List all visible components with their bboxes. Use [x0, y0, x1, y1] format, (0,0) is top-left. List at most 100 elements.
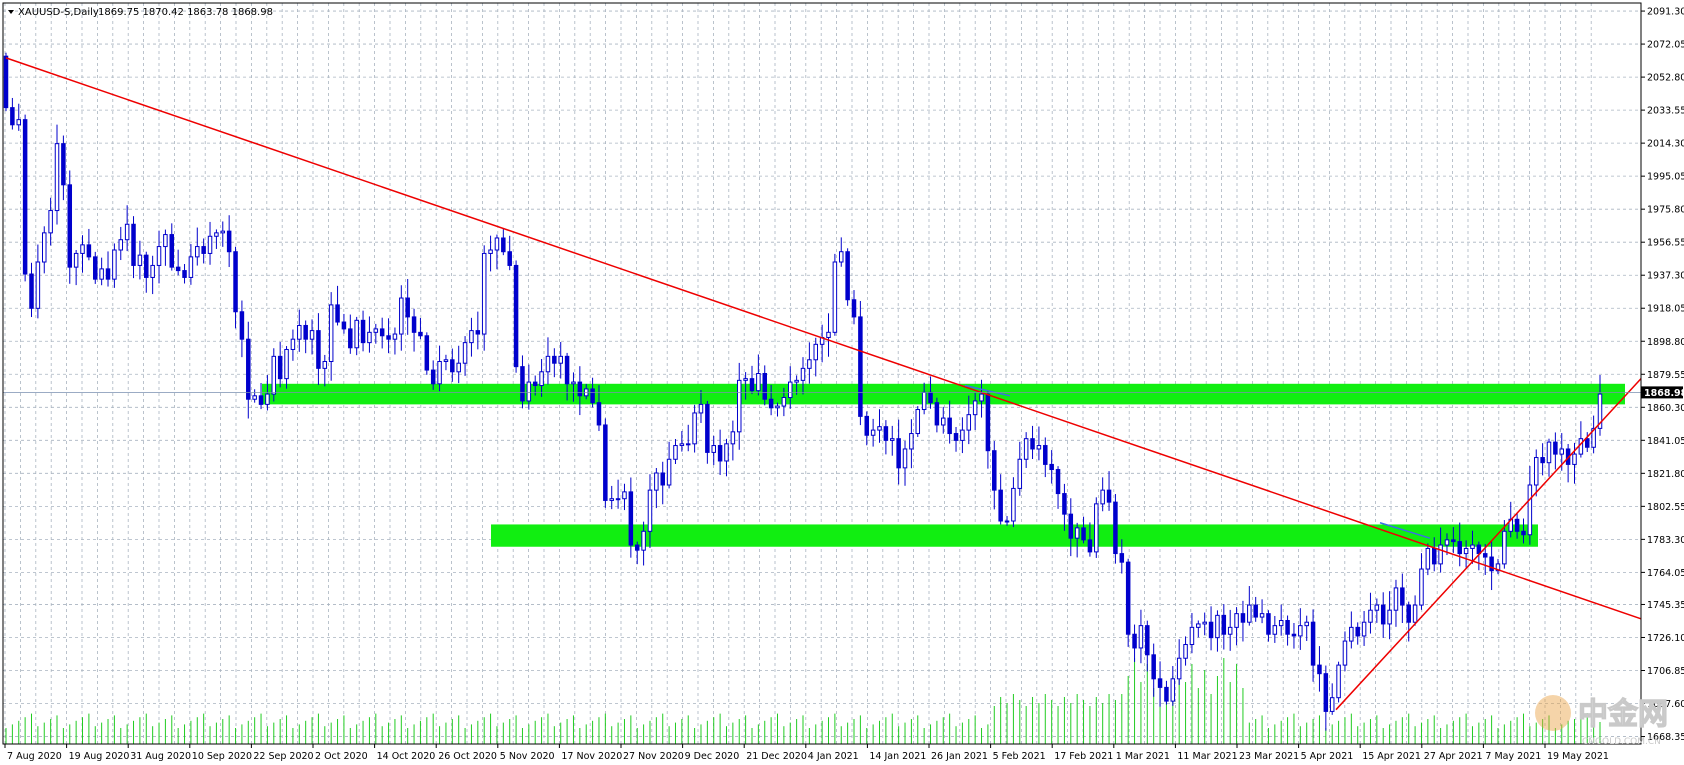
candle-body	[411, 316, 417, 333]
candle-body	[685, 443, 691, 446]
x-tick-label: 5 Apr 2021	[1301, 751, 1354, 762]
candle-body	[239, 311, 245, 340]
chart-header: XAUUSD-S,Daily 1869.75 1870.42 1863.78 1…	[8, 7, 273, 18]
candle-body	[1578, 438, 1584, 455]
candle-body	[105, 268, 111, 280]
x-tick-label: 26 Oct 2020	[438, 751, 497, 762]
candle-body	[1323, 673, 1329, 712]
candle-body	[596, 402, 602, 426]
candle-body	[1361, 621, 1367, 637]
candle-body	[800, 367, 806, 381]
candle-body	[1215, 614, 1220, 639]
x-tick-label: 23 Mar 2021	[1239, 751, 1299, 762]
candle-body	[1400, 587, 1405, 606]
candle-body	[418, 331, 423, 337]
candle-body	[1387, 609, 1392, 625]
candle-body	[1521, 530, 1526, 536]
candle-body	[870, 429, 876, 436]
y-tick-label: 2072.05	[1647, 40, 1684, 51]
candle-body	[1004, 520, 1010, 523]
watermark: 中金网 CNGOLD.COM.CN	[1535, 695, 1669, 747]
candle-body	[1036, 445, 1042, 450]
candle-body	[877, 426, 882, 431]
candle-body	[42, 232, 47, 263]
candle-body	[794, 379, 799, 383]
candle-body	[54, 143, 60, 212]
x-tick-label: 27 Apr 2021	[1424, 751, 1483, 762]
candle-body	[195, 246, 200, 258]
y-tick-label: 1995.05	[1647, 172, 1684, 183]
candle-body	[1412, 604, 1418, 623]
candle-body	[1514, 518, 1520, 532]
candle-body	[558, 355, 563, 364]
dropdown-triangle-icon[interactable]	[8, 10, 14, 14]
candle-body	[150, 264, 155, 278]
candle-body	[1164, 686, 1169, 702]
support-zone-upper	[262, 383, 1625, 405]
candle-body	[1106, 489, 1112, 503]
current-price-tag	[1641, 386, 1683, 399]
candle-body	[845, 251, 850, 301]
candle-body	[526, 381, 532, 402]
x-tick-label: 9 Dec 2020	[685, 751, 740, 762]
candle-body	[1584, 438, 1590, 448]
candle-body	[615, 498, 621, 501]
candle-body	[960, 429, 965, 441]
x-tick-label: 26 Jan 2021	[931, 751, 988, 762]
y-tick-label: 1821.80	[1647, 469, 1684, 480]
candle-body	[756, 373, 761, 392]
candle-body	[564, 355, 570, 385]
candle-body	[628, 491, 634, 546]
candle-body	[124, 223, 130, 241]
candle-body	[1183, 644, 1188, 659]
candle-body	[928, 391, 933, 404]
candle-body	[1591, 427, 1596, 448]
candle-body	[469, 330, 474, 344]
candle-body	[265, 393, 270, 405]
candle-body	[1189, 626, 1195, 646]
candle-body	[577, 381, 583, 397]
candle-body	[826, 331, 831, 338]
candle-body	[118, 239, 124, 251]
candle-body	[654, 472, 659, 491]
candle-body	[883, 426, 889, 441]
candle-body	[73, 252, 79, 268]
candle-body	[532, 381, 538, 387]
candle-body	[481, 252, 487, 335]
candle-body	[437, 360, 442, 385]
candle-body	[1451, 539, 1456, 543]
candle-body	[354, 319, 359, 349]
candle-body	[424, 335, 430, 371]
candle-body	[1055, 469, 1061, 495]
y-tick-label: 1706.85	[1647, 666, 1684, 677]
trend-line-downward	[5, 57, 1642, 620]
candle-body	[915, 409, 921, 435]
ohlc-values: 1869.75 1870.42 1863.78 1868.98	[98, 7, 273, 18]
candle-body	[1495, 563, 1501, 572]
candle-body	[1342, 640, 1348, 666]
x-tick-label: 14 Oct 2020	[377, 751, 436, 762]
candle-body	[494, 237, 500, 251]
candle-body	[998, 489, 1003, 522]
candle-body	[430, 369, 436, 385]
candle-body	[1317, 664, 1322, 675]
candle-body	[590, 388, 595, 404]
candle-body	[258, 395, 264, 405]
candle-body	[188, 256, 194, 278]
candle-body	[787, 381, 793, 399]
candle-body	[1406, 604, 1411, 623]
candle-body	[501, 237, 506, 253]
candle-body	[749, 378, 755, 392]
candle-body	[1253, 604, 1258, 618]
y-tick-label: 1726.10	[1647, 633, 1684, 644]
candle-body	[647, 489, 653, 532]
candle-body	[1227, 626, 1233, 635]
trend-line-blue-segment	[1379, 522, 1431, 539]
candle-body	[405, 297, 410, 318]
candle-body	[1527, 484, 1533, 536]
candle-body	[214, 232, 219, 237]
y-tick-label: 1937.30	[1647, 271, 1684, 282]
candle-body	[462, 342, 468, 364]
candle-body	[813, 343, 819, 361]
